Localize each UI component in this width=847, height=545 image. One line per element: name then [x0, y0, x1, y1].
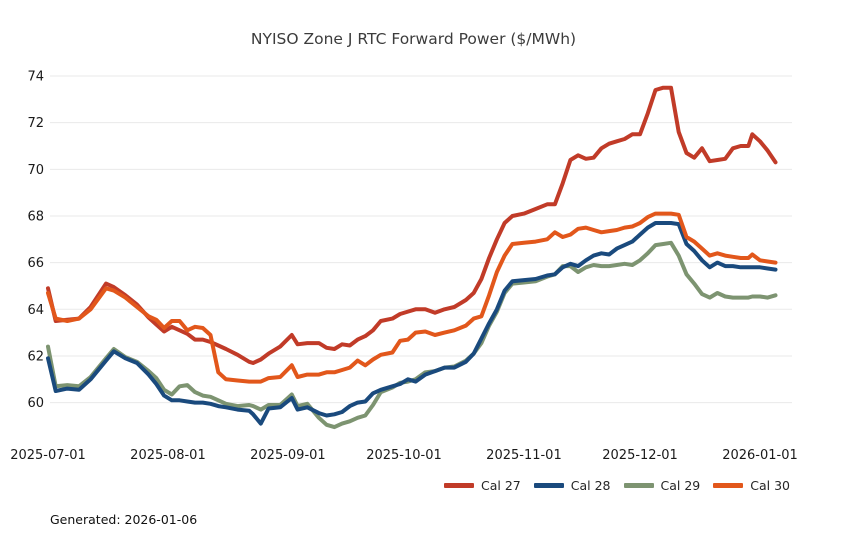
legend-label-cal-27: Cal 27 [481, 478, 521, 493]
legend-label-cal-28: Cal 28 [570, 478, 611, 493]
legend-label-cal-30: Cal 30 [750, 478, 790, 493]
x-tick-label-2025-09-01: 2025-09-01 [250, 448, 326, 463]
legend-label-cal-29: Cal 29 [660, 478, 701, 493]
series-line-cal-27 [46, 85, 778, 365]
y-tick-label-66: 66 [27, 256, 44, 271]
y-tick-label-64: 64 [27, 303, 44, 318]
legend: Cal 27 Cal 28 Cal 29 Cal 30 [444, 478, 790, 493]
x-tick-label-2026-01-01: 2026-01-01 [722, 448, 798, 463]
legend-swatch-cal-29 [623, 483, 654, 488]
legend-item-cal-30: Cal 30 [713, 478, 790, 493]
y-tick-label-60: 60 [27, 396, 44, 411]
y-tick-label-68: 68 [27, 209, 44, 224]
legend-item-cal-27: Cal 27 [444, 478, 521, 493]
y-tick-label-62: 62 [27, 349, 44, 364]
legend-swatch-cal-30 [713, 483, 744, 488]
generated-timestamp: Generated: 2026-01-06 [50, 512, 198, 527]
series-line-cal-30 [46, 211, 778, 384]
x-tick-label-2025-12-01: 2025-12-01 [602, 448, 678, 463]
y-tick-label-72: 72 [27, 116, 44, 131]
plot-area: 60 62 64 66 68 70 72 74 2025-07-01 2025-08-01 2025… [10, 70, 798, 464]
x-tick-label-2025-08-01: 2025-08-01 [130, 448, 206, 463]
y-tick-label-74: 74 [27, 70, 44, 85]
legend-item-cal-28: Cal 28 [533, 478, 611, 493]
legend-item-cal-29: Cal 29 [623, 478, 701, 493]
x-tick-label-2025-07-01: 2025-07-01 [10, 448, 86, 463]
y-tick-label-70: 70 [27, 163, 44, 178]
chart-title: NYISO Zone J RTC Forward Power ($/MWh) [250, 30, 577, 48]
legend-swatch-cal-28 [533, 483, 564, 488]
series-line-cal-28 [46, 221, 778, 426]
x-tick-label-2025-10-01: 2025-10-01 [366, 448, 442, 463]
legend-swatch-cal-27 [444, 483, 474, 488]
x-tick-label-2025-11-01: 2025-11-01 [486, 448, 562, 463]
